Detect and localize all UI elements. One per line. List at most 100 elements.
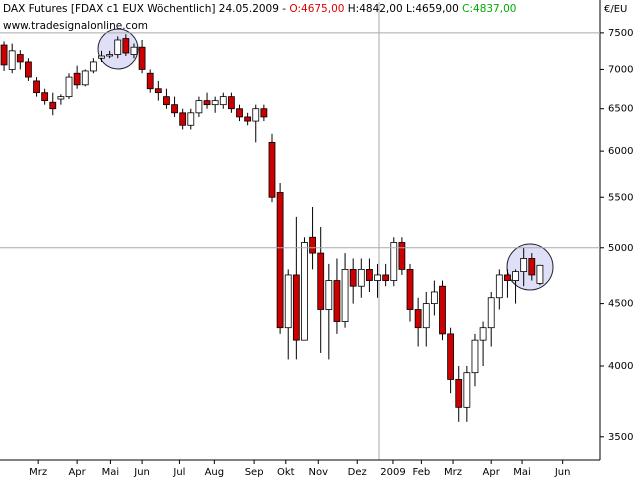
y-tick-label: 6500 — [608, 104, 633, 115]
candle-body — [130, 46, 138, 55]
x-tick-label: Apr — [483, 467, 501, 478]
x-tick-label: Mrz — [29, 467, 47, 478]
candle-body — [276, 192, 284, 329]
y-tick-label: 4500 — [608, 299, 633, 310]
x-tick-label: Jun — [133, 467, 150, 478]
candle-body — [357, 268, 365, 287]
candle-body — [414, 309, 422, 329]
x-tick-label: Sep — [245, 467, 264, 478]
x-tick-label: Mrz — [444, 467, 462, 478]
y-tick-label: 5000 — [608, 243, 633, 254]
candle-body — [520, 258, 528, 273]
candle-body — [422, 303, 430, 329]
candle-body — [0, 44, 8, 66]
low-label: L:4659,00 — [406, 3, 459, 15]
candle-body — [463, 372, 471, 408]
candle-body — [317, 252, 325, 310]
candle-body — [98, 55, 105, 59]
header: DAX Futures [FDAX c1 EUX Wöchentlich] 24… — [3, 3, 516, 15]
candle-body — [114, 39, 122, 55]
candle-body — [455, 379, 463, 408]
x-tick-label: Dez — [348, 467, 367, 478]
candle-body — [187, 112, 195, 126]
candle-body — [471, 339, 479, 374]
candle-body — [163, 96, 170, 106]
candle-body — [495, 274, 503, 299]
title: DAX Futures [FDAX c1 EUX Wöchentlich] 24… — [3, 3, 286, 15]
candle-body — [390, 242, 398, 281]
candle-body — [179, 112, 187, 126]
candle-body — [268, 141, 276, 198]
x-tick-label: Mai — [102, 467, 120, 478]
y-tick-label: 7000 — [608, 64, 633, 75]
high-label: H:4842,00 — [348, 3, 403, 15]
candle-body — [301, 242, 308, 341]
y-tick-label: 6000 — [608, 146, 633, 157]
candle-body — [154, 88, 162, 94]
candle-body — [106, 54, 114, 57]
candle-body — [41, 92, 49, 102]
candle-body — [292, 274, 300, 341]
candle-body — [65, 76, 73, 98]
candle-body — [25, 61, 32, 78]
candle-body — [195, 100, 203, 114]
candle-body — [33, 80, 40, 94]
candle-body — [406, 268, 414, 310]
candle-body — [430, 291, 438, 304]
candle-body — [252, 108, 260, 122]
candle-body — [366, 268, 373, 281]
y-unit: €/EU — [604, 4, 627, 15]
y-tick-label: 5500 — [608, 192, 633, 203]
plot-area — [0, 0, 600, 460]
open-label: O:4675,00 — [289, 3, 344, 15]
candle-body — [203, 100, 211, 106]
y-tick-label: 4000 — [608, 361, 633, 372]
x-tick-label: Okt — [277, 467, 295, 478]
candle-body — [260, 108, 268, 118]
x-tick-label: Feb — [413, 467, 431, 478]
x-tick-label: 2009 — [380, 467, 405, 478]
candle-body — [398, 242, 406, 270]
y-tick-label: 7500 — [608, 28, 633, 39]
subtitle: www.tradesignalonline.com — [3, 20, 148, 32]
candle-body — [138, 46, 146, 70]
candle-body — [325, 280, 333, 310]
candle-body — [447, 333, 455, 380]
candle-body — [122, 38, 130, 54]
candle-body — [309, 236, 316, 254]
candle-body — [219, 96, 227, 106]
candle-body — [349, 268, 357, 287]
candle-body — [81, 70, 89, 86]
y-tick-label: 3500 — [608, 432, 633, 443]
x-tick-label: Mai — [513, 467, 531, 478]
candle-body — [171, 104, 178, 114]
candle-body — [333, 280, 341, 322]
candle-body — [16, 54, 24, 63]
x-tick-label: Jul — [172, 467, 185, 478]
candle-body — [227, 96, 235, 110]
x-tick-label: Apr — [68, 467, 86, 478]
x-tick-label: Nov — [309, 467, 329, 478]
candle-body — [284, 274, 292, 329]
candle-body — [479, 327, 487, 341]
candle-body — [73, 72, 81, 86]
candle-body — [8, 50, 16, 70]
candle-body — [57, 96, 65, 100]
candle-body — [146, 72, 154, 90]
candles — [0, 34, 544, 422]
x-tick-label: Aug — [205, 467, 225, 478]
candle-body — [236, 108, 243, 118]
candle-body — [536, 264, 544, 284]
candle-body — [49, 101, 57, 110]
candle-body — [374, 274, 381, 281]
candle-body — [487, 297, 495, 329]
candle-body — [512, 271, 519, 281]
candle-body — [439, 285, 446, 335]
candle-body — [382, 274, 390, 281]
candle-body — [211, 100, 219, 106]
candle-body — [504, 274, 511, 281]
candle-body — [528, 258, 536, 276]
close-label: C:4837,00 — [462, 3, 516, 15]
